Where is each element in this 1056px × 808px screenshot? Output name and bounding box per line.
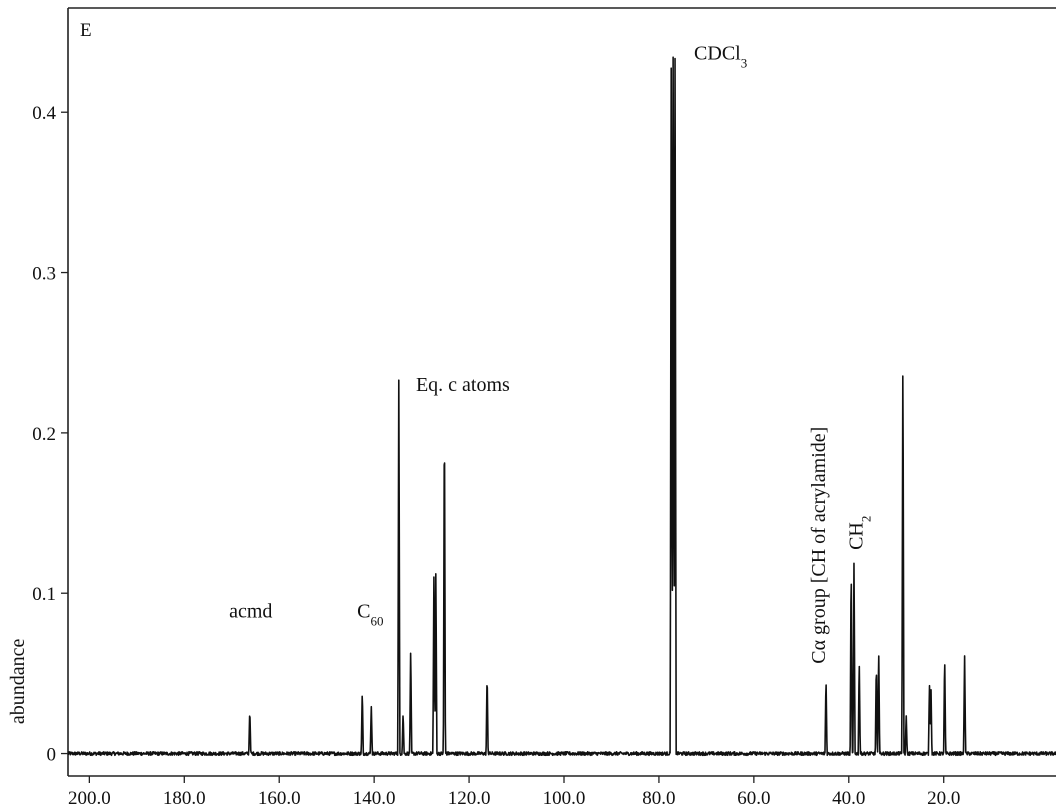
y-tick-label: 0.1: [32, 584, 56, 605]
annotation-ch2: CH2: [846, 516, 874, 550]
annotation-acmd: acmd: [229, 600, 272, 622]
spectrum-trace: [67, 56, 1056, 757]
x-tick-label: 160.0: [258, 788, 301, 808]
x-tick-label: 100.0: [543, 788, 586, 808]
x-tick-label: 40.0: [832, 788, 865, 808]
panel-label: E: [80, 20, 92, 41]
annotation-calpha: Cα group [CH of acrylamide]: [808, 427, 830, 664]
tick-group: 200.0 180.0 160.0 140.0 120.0 100.0 80.0 60.0 40…: [32, 103, 960, 808]
x-tick-label: 200.0: [68, 788, 111, 808]
y-tick-label: 0: [47, 745, 57, 766]
x-tick-label: 140.0: [353, 788, 396, 808]
y-tick-label: 0.3: [32, 264, 56, 285]
y-tick-label: 0.2: [32, 424, 56, 445]
x-tick-label: 180.0: [163, 788, 206, 808]
annotation-c60: C60: [357, 600, 383, 628]
x-tick-label: 60.0: [737, 788, 770, 808]
axes-group: [67, 7, 1056, 777]
y-tick-label: 0.4: [32, 103, 56, 124]
x-tick-label: 20.0: [927, 788, 960, 808]
y-axis-title: abundance: [7, 639, 29, 725]
x-tick-label: 80.0: [642, 788, 675, 808]
annotation-eq: Eq. c atoms: [416, 374, 510, 396]
x-tick-label: 120.0: [448, 788, 491, 808]
trace-group: [67, 56, 1056, 757]
annotation-cdcl3: CDCl3: [694, 42, 747, 69]
